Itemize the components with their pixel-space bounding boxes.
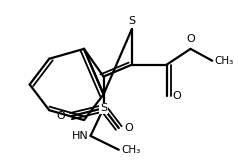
Text: S: S [128,16,135,26]
Text: S: S [100,103,107,113]
Text: CH₃: CH₃ [121,145,140,155]
Text: O: O [186,34,195,44]
Text: O: O [124,123,133,133]
Text: CH₃: CH₃ [214,56,234,66]
Text: O: O [57,111,65,121]
Text: HN: HN [72,131,88,141]
Text: O: O [172,91,181,101]
